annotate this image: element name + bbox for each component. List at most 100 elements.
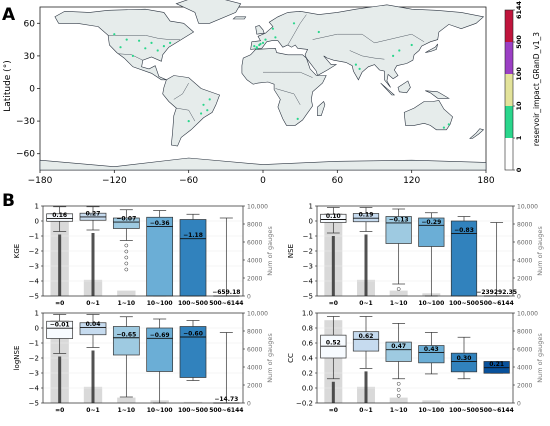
y-tick-label: 0.8 xyxy=(302,325,313,333)
y2-tick-label: 4000 xyxy=(517,365,532,372)
category-label: =0 xyxy=(329,407,338,414)
map-x-tick-label: −120 xyxy=(102,176,127,186)
outliers xyxy=(92,351,95,404)
category-label: 100~500 xyxy=(178,300,208,307)
median-label: −0.83 xyxy=(454,227,474,234)
median-label: 0.52 xyxy=(326,340,341,347)
y-tick-label: −4 xyxy=(29,278,40,286)
y2-axis-label: Num of gauges xyxy=(266,333,274,383)
y2-tick-label: 8000 xyxy=(517,329,532,336)
map-y-tick-label: 0 xyxy=(29,85,35,95)
y-tick-label: 0.6 xyxy=(302,340,314,348)
category-label: 1~10 xyxy=(118,300,136,307)
category-label: =0 xyxy=(329,300,338,307)
category-label: 1~10 xyxy=(118,407,136,414)
median-label: 0.04 xyxy=(86,321,101,328)
y-tick-label: 0.2 xyxy=(302,370,313,378)
y-tick-label: −3 xyxy=(303,263,313,271)
y2-tick-label: 2000 xyxy=(247,383,262,390)
outliers xyxy=(332,382,335,403)
map-x-tick-label: 120 xyxy=(403,176,420,186)
y2-tick-label: 10,000 xyxy=(517,311,538,318)
y-axis-label: KGE xyxy=(13,244,21,258)
category-label: 100~500 xyxy=(178,407,208,414)
median-label: 0.27 xyxy=(86,210,101,217)
category-label: =0 xyxy=(55,300,64,307)
box xyxy=(180,220,206,297)
median-label: 0.10 xyxy=(326,213,341,220)
y-axis-label: CC xyxy=(287,353,295,363)
map-ylabel: Latitude (°) xyxy=(3,60,13,111)
y-tick-label: −1 xyxy=(303,233,313,241)
colorbar-tick-label: 1 xyxy=(515,135,523,140)
median-label: 0.30 xyxy=(457,355,472,362)
category-label: 10~100 xyxy=(147,300,173,307)
map-x-tick-label: −60 xyxy=(179,176,198,186)
median-label: −0.65 xyxy=(116,331,136,338)
gauge-count-bar xyxy=(422,400,440,403)
y2-tick-label: 2000 xyxy=(247,276,262,283)
y2-tick-label: 8000 xyxy=(247,222,262,229)
colorbar-segment xyxy=(505,74,513,106)
outliers xyxy=(58,357,61,404)
y-tick-label: −3 xyxy=(29,370,39,378)
colorbar-tick-label: 0 xyxy=(515,167,523,172)
median-label: −0.36 xyxy=(150,220,170,227)
category-label: 10~100 xyxy=(418,407,444,414)
category-label: 0~1 xyxy=(86,300,99,307)
category-label: 100~500 xyxy=(449,407,479,414)
median-label: −0.07 xyxy=(116,216,136,223)
y-axis-label: NSE xyxy=(287,244,295,258)
colorbar-tick-label: 500 xyxy=(515,35,523,49)
y-tick-label: −2 xyxy=(29,248,39,256)
y-tick-label: −1 xyxy=(29,340,39,348)
category-label: 0~1 xyxy=(359,300,372,307)
y-tick-label: −5 xyxy=(303,293,313,301)
y-tick-label: −3 xyxy=(29,263,39,271)
gauge-count-bar xyxy=(117,291,135,296)
outliers xyxy=(92,233,95,296)
category-label: 0~1 xyxy=(86,407,99,414)
category-label: 500~6144 xyxy=(209,300,243,307)
median-label: 0.43 xyxy=(424,346,439,353)
gauge-count-bar xyxy=(390,291,408,296)
panel-label-b: B xyxy=(2,191,15,211)
colorbar-tick-label: 6144 xyxy=(515,0,523,19)
y2-tick-label: 0 xyxy=(247,294,251,301)
category-label: 100~500 xyxy=(449,300,479,307)
y2-tick-label: 6000 xyxy=(517,240,532,247)
y-tick-label: −5 xyxy=(29,293,39,301)
median-label: −239292.35 xyxy=(476,289,517,296)
y2-tick-label: 10,000 xyxy=(247,311,268,318)
y-tick-label: 0.4 xyxy=(302,355,314,363)
colorbar-label: reservoir_impact_GRanD_v1_3 xyxy=(532,32,541,146)
map-y-tick-label: −30 xyxy=(16,117,35,127)
y-tick-label: −5 xyxy=(29,400,39,408)
y2-tick-label: 6000 xyxy=(247,240,262,247)
y2-tick-label: 4000 xyxy=(247,365,262,372)
category-label: =0 xyxy=(55,407,64,414)
median-label: −0.60 xyxy=(183,331,203,338)
median-label: −14.73 xyxy=(214,396,238,403)
y2-tick-label: 4000 xyxy=(517,258,532,265)
category-label: 500~6144 xyxy=(480,407,514,414)
y2-tick-label: 6000 xyxy=(247,347,262,354)
gauge-count-bar xyxy=(117,398,135,403)
y-tick-label: −2 xyxy=(29,355,39,363)
median-label: −0.29 xyxy=(421,219,441,226)
map-y-tick-label: 30 xyxy=(24,52,36,62)
map-x-tick-label: 180 xyxy=(477,176,494,186)
median-label: −0.01 xyxy=(50,322,70,329)
panel-label-a: A xyxy=(2,5,16,25)
median-label: −0.69 xyxy=(150,332,170,339)
category-label: 500~6144 xyxy=(209,407,243,414)
box xyxy=(147,217,173,296)
median-label: −0.13 xyxy=(389,216,409,223)
map-x-tick-label: 0 xyxy=(260,176,266,186)
